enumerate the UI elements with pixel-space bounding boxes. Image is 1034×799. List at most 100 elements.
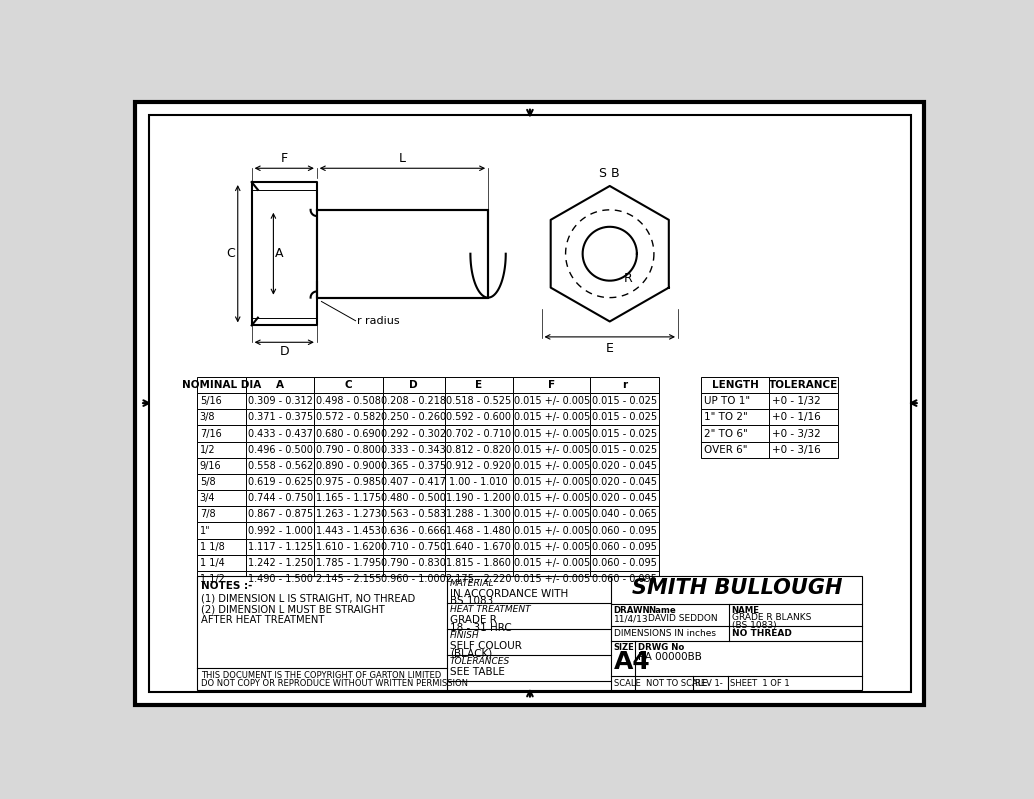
Text: 1": 1"	[200, 526, 210, 535]
Text: 0.710 - 0.750: 0.710 - 0.750	[382, 542, 447, 552]
Text: 9/16: 9/16	[200, 461, 221, 471]
Text: 1.190 - 1.200: 1.190 - 1.200	[447, 493, 511, 503]
Text: D: D	[279, 345, 290, 359]
Text: TOLERANCES: TOLERANCES	[450, 658, 511, 666]
Text: 0.020 - 0.045: 0.020 - 0.045	[592, 477, 657, 487]
FancyBboxPatch shape	[445, 377, 513, 393]
Text: 0.015 - 0.025: 0.015 - 0.025	[591, 396, 657, 406]
FancyBboxPatch shape	[314, 571, 383, 587]
Text: GRADE R BLANKS: GRADE R BLANKS	[732, 614, 811, 622]
Text: IN ACCORDANCE WITH: IN ACCORDANCE WITH	[450, 589, 569, 598]
Text: 0.960 - 1.000: 0.960 - 1.000	[382, 574, 446, 584]
FancyBboxPatch shape	[383, 393, 445, 409]
FancyBboxPatch shape	[513, 539, 590, 555]
Text: SEE TABLE: SEE TABLE	[450, 667, 505, 678]
FancyBboxPatch shape	[445, 425, 513, 442]
Text: R: R	[624, 272, 633, 285]
FancyBboxPatch shape	[246, 425, 314, 442]
FancyBboxPatch shape	[701, 377, 769, 393]
FancyBboxPatch shape	[590, 555, 659, 571]
Text: L: L	[399, 152, 406, 165]
FancyBboxPatch shape	[513, 458, 590, 474]
Text: 2" TO 6": 2" TO 6"	[703, 428, 748, 439]
FancyBboxPatch shape	[197, 442, 246, 458]
Text: DO NOT COPY OR REPRODUCE WITHOUT WRITTEN PERMISSION: DO NOT COPY OR REPRODUCE WITHOUT WRITTEN…	[202, 679, 468, 688]
Text: 1 1/4: 1 1/4	[200, 558, 224, 568]
FancyBboxPatch shape	[513, 523, 590, 539]
Text: DIMENSIONS IN inches: DIMENSIONS IN inches	[613, 629, 716, 638]
Text: 0.015 - 0.025: 0.015 - 0.025	[591, 412, 657, 423]
Text: 0.790 - 0.800: 0.790 - 0.800	[316, 445, 381, 455]
FancyBboxPatch shape	[314, 409, 383, 425]
FancyBboxPatch shape	[314, 490, 383, 507]
Text: +0 - 1/16: +0 - 1/16	[771, 412, 820, 423]
FancyBboxPatch shape	[590, 490, 659, 507]
Text: 0.563 - 0.583: 0.563 - 0.583	[382, 510, 447, 519]
FancyBboxPatch shape	[590, 539, 659, 555]
FancyBboxPatch shape	[149, 115, 911, 692]
Text: 1.610 - 1.620: 1.610 - 1.620	[316, 542, 381, 552]
Text: 1.785 - 1.795: 1.785 - 1.795	[316, 558, 382, 568]
Text: 11/4/13: 11/4/13	[613, 614, 648, 623]
Text: OVER 6": OVER 6"	[703, 445, 747, 455]
Text: 7/16: 7/16	[200, 428, 221, 439]
Text: 0.015 +/- 0.005: 0.015 +/- 0.005	[514, 461, 589, 471]
Text: 0.015 +/- 0.005: 0.015 +/- 0.005	[514, 542, 589, 552]
Text: 0.572 - 0.582: 0.572 - 0.582	[316, 412, 382, 423]
FancyBboxPatch shape	[513, 507, 590, 523]
Text: 0.015 +/- 0.005: 0.015 +/- 0.005	[514, 558, 589, 568]
Text: 0.040 - 0.065: 0.040 - 0.065	[592, 510, 657, 519]
Text: 5/16: 5/16	[200, 396, 221, 406]
FancyBboxPatch shape	[383, 458, 445, 474]
Text: 0.790 - 0.830: 0.790 - 0.830	[382, 558, 446, 568]
Text: +0 - 1/32: +0 - 1/32	[771, 396, 820, 406]
FancyBboxPatch shape	[445, 409, 513, 425]
Text: +0 - 3/32: +0 - 3/32	[771, 428, 820, 439]
FancyBboxPatch shape	[383, 442, 445, 458]
Text: A: A	[276, 380, 284, 390]
Text: TOLERANCE: TOLERANCE	[769, 380, 839, 390]
FancyBboxPatch shape	[590, 523, 659, 539]
FancyBboxPatch shape	[513, 490, 590, 507]
FancyBboxPatch shape	[314, 507, 383, 523]
FancyBboxPatch shape	[769, 393, 838, 409]
Text: THIS DOCUMENT IS THE COPYRIGHT OF GARTON LIMITED: THIS DOCUMENT IS THE COPYRIGHT OF GARTON…	[202, 671, 442, 680]
FancyBboxPatch shape	[197, 425, 246, 442]
FancyBboxPatch shape	[246, 474, 314, 490]
FancyBboxPatch shape	[314, 539, 383, 555]
Text: 3/8: 3/8	[200, 412, 215, 423]
Text: 0.015 +/- 0.005: 0.015 +/- 0.005	[514, 445, 589, 455]
FancyBboxPatch shape	[513, 474, 590, 490]
Text: 0.015 +/- 0.005: 0.015 +/- 0.005	[514, 493, 589, 503]
FancyBboxPatch shape	[383, 555, 445, 571]
Text: 0.496 - 0.500: 0.496 - 0.500	[248, 445, 313, 455]
FancyBboxPatch shape	[314, 458, 383, 474]
FancyBboxPatch shape	[590, 393, 659, 409]
FancyBboxPatch shape	[197, 474, 246, 490]
Text: 0.680 - 0.690: 0.680 - 0.690	[316, 428, 381, 439]
Text: 0.518 - 0.525: 0.518 - 0.525	[446, 396, 512, 406]
Text: 0.015 +/- 0.005: 0.015 +/- 0.005	[514, 526, 589, 535]
FancyBboxPatch shape	[383, 507, 445, 523]
Text: NOMINAL DIA: NOMINAL DIA	[182, 380, 262, 390]
FancyBboxPatch shape	[383, 425, 445, 442]
Text: radius: radius	[365, 316, 399, 326]
FancyBboxPatch shape	[246, 523, 314, 539]
Text: SMITH BULLOUGH: SMITH BULLOUGH	[632, 578, 842, 598]
FancyBboxPatch shape	[135, 102, 924, 705]
FancyBboxPatch shape	[590, 442, 659, 458]
FancyBboxPatch shape	[246, 442, 314, 458]
FancyBboxPatch shape	[513, 377, 590, 393]
FancyBboxPatch shape	[314, 442, 383, 458]
Text: 0.060 - 0.095: 0.060 - 0.095	[592, 558, 657, 568]
Text: 0.867 - 0.875: 0.867 - 0.875	[248, 510, 313, 519]
Text: E: E	[606, 341, 614, 355]
Text: +0 - 3/16: +0 - 3/16	[771, 445, 820, 455]
Text: 1" TO 2": 1" TO 2"	[703, 412, 748, 423]
FancyBboxPatch shape	[590, 458, 659, 474]
FancyBboxPatch shape	[383, 539, 445, 555]
Text: 18 - 31 HRC: 18 - 31 HRC	[450, 622, 512, 633]
FancyBboxPatch shape	[197, 458, 246, 474]
Text: 0.558 - 0.562: 0.558 - 0.562	[248, 461, 313, 471]
Text: 0.292 - 0.302: 0.292 - 0.302	[382, 428, 447, 439]
